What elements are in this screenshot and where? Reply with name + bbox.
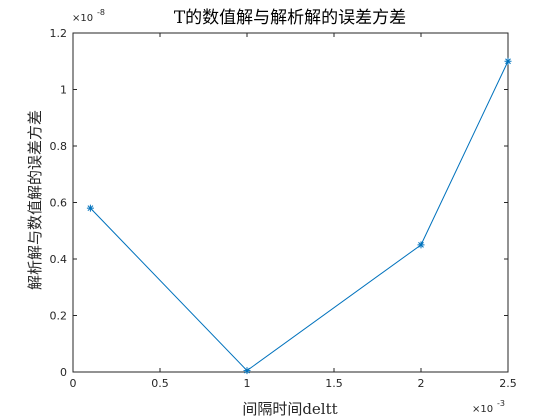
data-point-marker: [504, 57, 512, 65]
y-exponent-power: -8: [97, 8, 105, 17]
data-point-marker: [86, 204, 94, 212]
data-point-marker: [417, 241, 425, 249]
data-point-marker: [243, 367, 251, 375]
y-tick-label: 1: [60, 84, 67, 97]
y-tick-label: 0.2: [50, 310, 68, 323]
chart-title: T的数值解与解析解的误差方差: [174, 8, 406, 28]
y-tick-label: 0: [60, 366, 67, 379]
x-tick-label: 1: [244, 377, 251, 390]
x-tick-label: 2.5: [499, 377, 517, 390]
x-tick-label: 0.5: [151, 377, 169, 390]
x-exponent: ×10 -3: [472, 399, 505, 415]
x-tick-label: 2: [418, 377, 425, 390]
y-tick-label: 0.6: [50, 197, 68, 210]
x-exponent-power: -3: [497, 399, 505, 408]
y-tick-label: 0.8: [50, 140, 68, 153]
series-line: [90, 61, 509, 372]
y-axis-label: 解析解与数值解的误差方差: [26, 110, 44, 290]
y-exponent-base: ×10: [72, 13, 93, 24]
axis-ticks: 0 0.5 1 1.5 2 2.5 0 0.2 0.4 0.6 0.8 1 1.2: [50, 27, 517, 390]
y-tick-label: 0.4: [50, 253, 68, 266]
x-exponent-base: ×10: [472, 404, 493, 415]
x-tick-label: 1.5: [325, 377, 343, 390]
series-layer: [86, 57, 512, 375]
x-axis-label: 间隔时间deltt: [242, 400, 337, 418]
y-exponent: ×10 -8: [72, 8, 105, 24]
x-tick-label: 0: [70, 377, 77, 390]
y-tick-label: 1.2: [50, 27, 68, 40]
plot-area: [72, 32, 509, 373]
